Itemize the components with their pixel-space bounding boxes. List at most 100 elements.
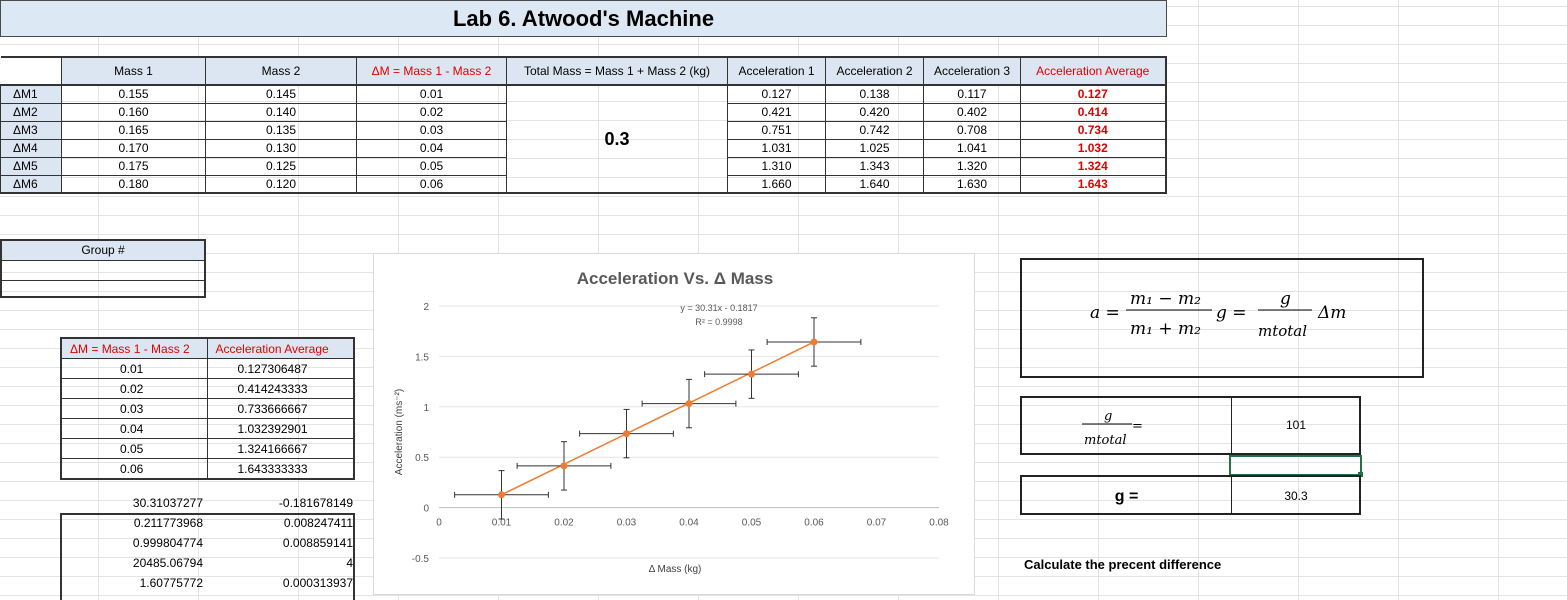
summary-dm-cell[interactable]: 0.06 — [60, 458, 208, 480]
data-cell[interactable]: 0.140 — [205, 103, 357, 122]
summary-acc-cell[interactable]: 0.127306487 — [206, 358, 355, 379]
data-cell[interactable]: 0.402 — [923, 103, 1021, 122]
y-tick-label: 0 — [423, 504, 429, 515]
header-delta-m[interactable]: ΔM = Mass 1 - Mass 2 — [356, 56, 507, 86]
linest-col2-cell[interactable]: 0.008247411 — [283, 516, 353, 530]
group-cell-1[interactable] — [2, 261, 204, 281]
acc-avg-cell[interactable]: 1.324 — [1020, 157, 1167, 176]
data-cell[interactable]: 0.138 — [825, 85, 924, 104]
data-cell[interactable]: 0.170 — [61, 139, 206, 158]
acc-avg-cell[interactable]: 0.414 — [1020, 103, 1167, 122]
summary-dm-cell[interactable]: 0.01 — [60, 358, 208, 379]
header-mass2[interactable]: Mass 2 — [205, 56, 357, 86]
group-label[interactable]: Group # — [2, 241, 204, 261]
row-label[interactable]: ΔM2 — [0, 103, 62, 122]
group-cell-2[interactable] — [2, 281, 204, 298]
linest-col2-cell[interactable]: 0.008859141 — [282, 536, 353, 550]
summary-row: 0.01 0.127306487 — [60, 358, 355, 379]
data-cell[interactable]: 0.165 — [61, 121, 206, 140]
header-mass1[interactable]: Mass 1 — [61, 56, 206, 86]
fill-handle[interactable] — [1358, 472, 1363, 477]
linest-col2-cell[interactable]: -0.181678149 — [278, 496, 353, 510]
summary-dm-cell[interactable]: 0.03 — [60, 398, 208, 419]
g-value[interactable]: 30.3 — [1284, 489, 1308, 503]
data-cell[interactable]: 0.708 — [923, 121, 1021, 140]
data-cell[interactable]: 1.310 — [727, 157, 826, 176]
data-cell[interactable]: 0.01 — [356, 85, 507, 104]
data-cell[interactable]: 1.660 — [727, 175, 826, 194]
header-acc-avg[interactable]: Acceleration Average — [1020, 56, 1167, 86]
acc-avg-cell[interactable]: 0.127 — [1020, 85, 1167, 104]
summary-acc-cell[interactable]: 1.324166667 — [206, 438, 355, 459]
data-point — [560, 462, 568, 470]
data-cell[interactable]: 1.041 — [923, 139, 1021, 158]
data-cell[interactable]: 0.125 — [205, 157, 357, 176]
row-label[interactable]: ΔM3 — [0, 121, 62, 140]
data-cell[interactable]: 1.343 — [825, 157, 924, 176]
selected-cell[interactable] — [1229, 455, 1362, 476]
summary-dm-cell[interactable]: 0.04 — [60, 418, 208, 439]
g-over-mtotal-value[interactable]: 101 — [1285, 418, 1307, 432]
linest-col1-cell[interactable]: 0.999804774 — [132, 536, 203, 550]
data-cell[interactable]: 0.02 — [356, 103, 507, 122]
header-total-mass[interactable]: Total Mass = Mass 1 + Mass 2 (kg) — [506, 56, 728, 86]
data-cell[interactable]: 0.04 — [356, 139, 507, 158]
data-cell[interactable]: 0.160 — [61, 103, 206, 122]
summary-acc-cell[interactable]: 0.733666667 — [206, 398, 355, 419]
corner-cell[interactable] — [0, 56, 62, 86]
data-cell[interactable]: 0.145 — [205, 85, 357, 104]
linest-col1-cell[interactable]: 20485.06794 — [132, 556, 203, 570]
data-cell[interactable]: 1.320 — [923, 157, 1021, 176]
data-cell[interactable]: 0.155 — [61, 85, 206, 104]
formula-mtotal: mtotal — [1258, 322, 1307, 340]
row-label[interactable]: ΔM5 — [0, 157, 62, 176]
total-mass-cell[interactable]: 0.3 — [506, 85, 728, 194]
data-cell[interactable]: 0.117 — [923, 85, 1021, 104]
row-label[interactable]: ΔM1 — [0, 85, 62, 104]
data-cell[interactable]: 0.130 — [205, 139, 357, 158]
g-label[interactable]: g = — [1022, 477, 1232, 513]
data-cell[interactable]: 1.031 — [727, 139, 826, 158]
data-cell[interactable]: 0.06 — [356, 175, 507, 194]
data-cell[interactable]: 1.630 — [923, 175, 1021, 194]
data-cell[interactable]: 0.742 — [825, 121, 924, 140]
data-cell[interactable]: 0.175 — [61, 157, 206, 176]
summary-acc-cell[interactable]: 0.414243333 — [206, 378, 355, 399]
data-point — [685, 400, 693, 408]
summary-header-dm[interactable]: ΔM = Mass 1 - Mass 2 — [60, 337, 208, 359]
row-label[interactable]: ΔM6 — [0, 175, 62, 194]
g-over-mtotal-label-cell[interactable]: g mtotal = — [1022, 398, 1232, 453]
data-cell[interactable]: 0.127 — [727, 85, 826, 104]
row-label[interactable]: ΔM4 — [0, 139, 62, 158]
chart-area[interactable]: Acceleration Vs. Δ Mass -0.5 0 0.5 1 1.5 2 0 0.0… — [373, 253, 975, 595]
linest-col2-cell[interactable]: 0.000313937 — [282, 576, 353, 590]
acc-avg-cell[interactable]: 1.032 — [1020, 139, 1167, 158]
linest-col1-cell[interactable]: 1.60775772 — [139, 576, 203, 590]
header-acc3[interactable]: Acceleration 3 — [923, 56, 1021, 86]
sheet-title[interactable]: Lab 6. Atwood's Machine — [0, 0, 1167, 37]
data-cell[interactable]: 0.05 — [356, 157, 507, 176]
data-cell[interactable]: 0.751 — [727, 121, 826, 140]
header-acc2[interactable]: Acceleration 2 — [825, 56, 924, 86]
formula-dm: Δm — [1317, 303, 1346, 323]
header-acc1[interactable]: Acceleration 1 — [727, 56, 826, 86]
data-cell[interactable]: 0.420 — [825, 103, 924, 122]
summary-dm-cell[interactable]: 0.02 — [60, 378, 208, 399]
data-cell[interactable]: 0.03 — [356, 121, 507, 140]
acc-avg-cell[interactable]: 1.643 — [1020, 175, 1167, 194]
data-cell[interactable]: 0.180 — [61, 175, 206, 194]
summary-acc-cell[interactable]: 1.032392901 — [206, 418, 355, 439]
data-cell[interactable]: 0.421 — [727, 103, 826, 122]
acc-avg-cell[interactable]: 0.734 — [1020, 121, 1167, 140]
linest-col1-cell[interactable]: 30.31037277 — [132, 496, 203, 510]
linest-col2-cell[interactable]: 4 — [346, 556, 353, 570]
summary-acc-cell[interactable]: 1.643333333 — [206, 458, 355, 480]
data-cell[interactable]: 0.135 — [205, 121, 357, 140]
summary-header-acc[interactable]: Acceleration Average — [206, 337, 355, 359]
prompt-text[interactable]: Calculate the precent difference — [1024, 557, 1222, 572]
data-cell[interactable]: 1.025 — [825, 139, 924, 158]
linest-col1-cell[interactable]: 0.211773968 — [133, 516, 203, 530]
summary-dm-cell[interactable]: 0.05 — [60, 438, 208, 459]
data-cell[interactable]: 1.640 — [825, 175, 924, 194]
data-cell[interactable]: 0.120 — [205, 175, 357, 194]
